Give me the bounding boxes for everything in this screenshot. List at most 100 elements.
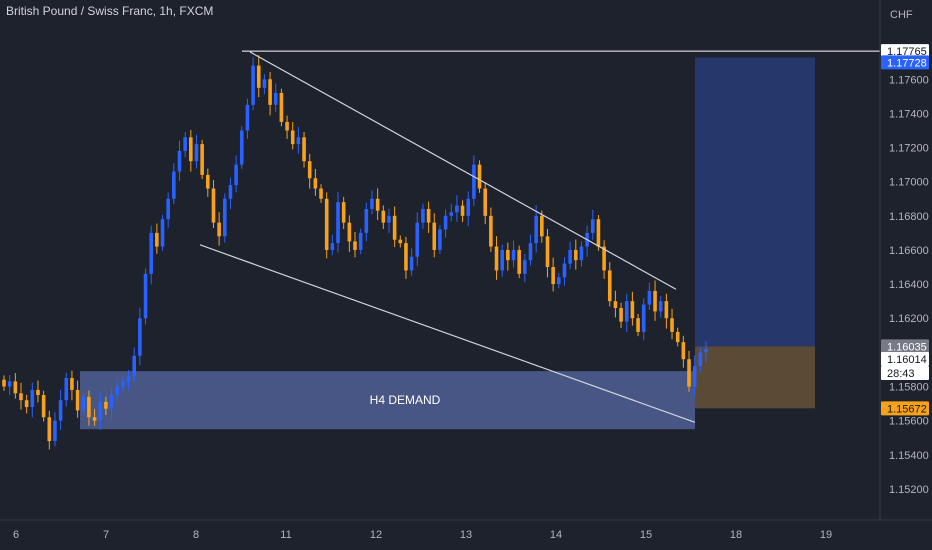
candle-body[interactable]	[540, 215, 544, 237]
candle-body[interactable]	[189, 137, 193, 162]
candle-body[interactable]	[415, 222, 420, 257]
price-tag[interactable]	[881, 365, 929, 380]
price-tag[interactable]	[881, 44, 929, 59]
candle-body[interactable]	[256, 65, 261, 88]
candle-body[interactable]	[319, 188, 323, 199]
candle-body[interactable]	[296, 137, 301, 145]
candle-body[interactable]	[658, 301, 663, 312]
candle-body[interactable]	[421, 208, 425, 223]
candle-body[interactable]	[330, 243, 335, 250]
candle-body[interactable]	[687, 359, 691, 387]
candle-body[interactable]	[670, 318, 674, 332]
candle-body[interactable]	[13, 381, 18, 394]
candle-body[interactable]	[64, 377, 69, 401]
candle-body[interactable]	[392, 215, 397, 240]
candle-body[interactable]	[602, 246, 606, 271]
stop-zone[interactable]	[695, 346, 815, 409]
channel-upper-line[interactable]	[249, 51, 677, 290]
candle-body[interactable]	[619, 307, 623, 322]
candle-body[interactable]	[239, 130, 244, 165]
candle-body[interactable]	[126, 376, 131, 382]
candle-body[interactable]	[472, 164, 476, 199]
candle-body[interactable]	[641, 304, 646, 332]
candle-body[interactable]	[579, 246, 584, 261]
candle-body[interactable]	[568, 249, 572, 264]
candle-body[interactable]	[381, 210, 386, 223]
candle-body[interactable]	[234, 164, 238, 186]
target-zone[interactable]	[695, 57, 815, 347]
candle-body[interactable]	[268, 79, 272, 105]
time-axis[interactable]: 6 7 8 11 12 13 14 15 18 19	[13, 529, 832, 541]
candle-body[interactable]	[573, 249, 578, 261]
candle-body[interactable]	[36, 389, 40, 396]
candle-body[interactable]	[653, 290, 657, 312]
candle-body[interactable]	[545, 236, 550, 268]
candle-body[interactable]	[607, 270, 612, 302]
candle-body[interactable]	[647, 290, 652, 305]
candle-body[interactable]	[387, 215, 391, 223]
candle-body[interactable]	[41, 395, 46, 418]
candle-body[interactable]	[87, 396, 91, 418]
candle-body[interactable]	[466, 198, 471, 216]
candle-body[interactable]	[500, 249, 504, 271]
candle-body[interactable]	[245, 104, 250, 131]
candle-body[interactable]	[358, 232, 363, 250]
candle-body[interactable]	[590, 219, 595, 233]
candle-body[interactable]	[398, 239, 403, 244]
candle-body[interactable]	[143, 273, 148, 319]
candle-body[interactable]	[698, 352, 703, 367]
price-tag[interactable]	[881, 401, 929, 416]
candle-body[interactable]	[307, 161, 312, 179]
candle-body[interactable]	[483, 188, 488, 216]
price-tag[interactable]	[881, 339, 929, 354]
candle-body[interactable]	[494, 246, 499, 271]
candle-body[interactable]	[341, 202, 346, 223]
candle-body[interactable]	[528, 243, 533, 261]
candle-body[interactable]	[523, 260, 527, 274]
candle-body[interactable]	[534, 215, 538, 244]
candle-body[interactable]	[115, 386, 120, 396]
candle-body[interactable]	[30, 389, 35, 407]
candle-body[interactable]	[324, 198, 329, 250]
candle-body[interactable]	[109, 395, 114, 409]
candle-body[interactable]	[449, 212, 454, 216]
candle-body[interactable]	[47, 417, 52, 442]
candle-body[interactable]	[75, 389, 80, 411]
candle-body[interactable]	[98, 401, 103, 421]
candle-body[interactable]	[160, 219, 165, 247]
candle-body[interactable]	[7, 381, 12, 387]
candle-body[interactable]	[166, 198, 170, 220]
candle-body[interactable]	[53, 420, 57, 442]
candle-body[interactable]	[206, 174, 210, 189]
candle-body[interactable]	[460, 205, 465, 216]
candle-body[interactable]	[313, 178, 318, 189]
candle-body[interactable]	[438, 229, 442, 250]
candle-body[interactable]	[302, 137, 306, 162]
candle-body[interactable]	[477, 164, 482, 189]
candle-body[interactable]	[364, 208, 369, 233]
candle-body[interactable]	[92, 417, 97, 421]
candle-body[interactable]	[347, 222, 352, 242]
candle-body[interactable]	[636, 318, 640, 332]
candle-body[interactable]	[228, 185, 233, 199]
candle-body[interactable]	[664, 301, 669, 319]
candle-body[interactable]	[596, 219, 601, 247]
candle-body[interactable]	[409, 256, 414, 271]
channel-lower-line[interactable]	[199, 244, 696, 423]
candle-body[interactable]	[273, 92, 278, 105]
candle-body[interactable]	[511, 249, 516, 261]
candle-body[interactable]	[211, 188, 216, 223]
candle-body[interactable]	[675, 331, 680, 343]
candle-body[interactable]	[183, 137, 187, 151]
candle-body[interactable]	[443, 215, 448, 230]
candle-body[interactable]	[692, 366, 697, 387]
candle-body[interactable]	[24, 400, 29, 407]
price-tag[interactable]	[881, 55, 929, 70]
candle-body[interactable]	[222, 198, 227, 237]
candle-body[interactable]	[217, 222, 221, 237]
candle-body[interactable]	[506, 249, 510, 261]
candle-body[interactable]	[455, 205, 459, 213]
candle-body[interactable]	[557, 277, 561, 285]
candle-body[interactable]	[132, 355, 137, 377]
